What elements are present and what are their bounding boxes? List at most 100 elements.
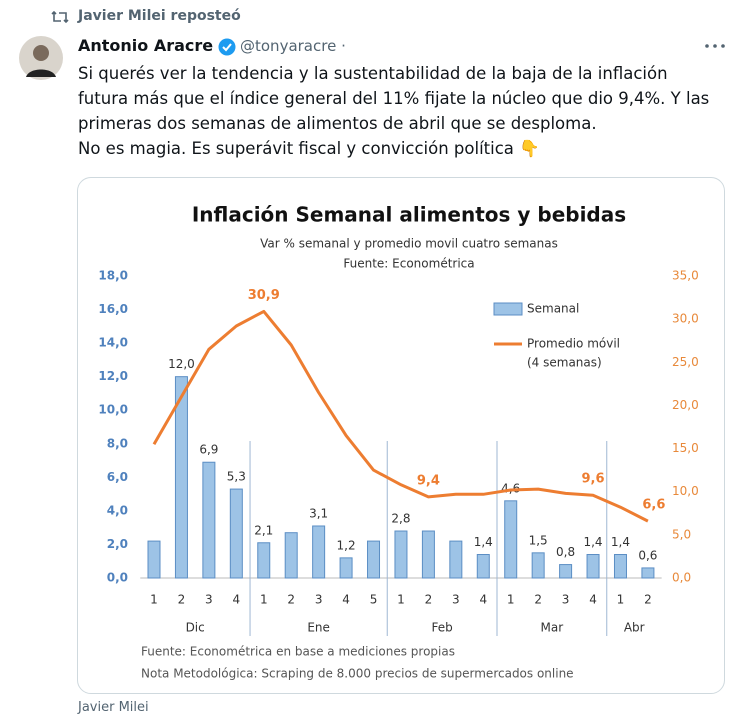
y2-tick-label: 25,0 (672, 355, 699, 369)
chart-note: Fuente: Econométrica en base a medicione… (141, 645, 455, 659)
chart-note: Nota Metodológica: Scraping de 8.000 pre… (141, 667, 574, 681)
legend-swatch (493, 302, 523, 316)
bar (312, 525, 326, 579)
chart-subtitle: Var % semanal y promedio movil cuatro se… (260, 237, 558, 251)
value-label: 1,2 (337, 538, 356, 552)
x-tick-label: 1 (260, 593, 268, 607)
x-tick-label: 4 (479, 593, 487, 607)
image-credit: Javier Milei (78, 700, 149, 715)
bar (504, 500, 518, 579)
bar (229, 488, 243, 579)
legend-label: Promedio móvil (527, 337, 620, 351)
bar (339, 557, 353, 579)
y2-tick-label: 10,0 (672, 484, 699, 498)
group-label: Feb (431, 621, 452, 635)
y-tick-label: 12,0 (98, 369, 128, 383)
legend-label: Semanal (527, 302, 579, 316)
separator: · (341, 37, 346, 55)
y-tick-label: 6,0 (107, 470, 128, 484)
x-tick-label: 2 (644, 593, 652, 607)
tweet-text: futura más que el índice general del 11%… (78, 89, 710, 108)
author-handle[interactable]: @tonyaracre · (240, 37, 346, 55)
group-label: Mar (541, 621, 564, 635)
x-tick-label: 1 (150, 593, 158, 607)
x-tick-label: 4 (232, 593, 240, 607)
x-tick-label: 3 (205, 593, 213, 607)
chart-image[interactable]: Inflación Semanal alimentos y bebidas Va… (77, 177, 725, 694)
x-tick-label: 3 (562, 593, 570, 607)
bar (559, 564, 573, 579)
bar (174, 376, 188, 579)
bar (284, 532, 298, 579)
x-tick-label: 2 (534, 593, 542, 607)
x-tick-label: 5 (370, 593, 378, 607)
tweet-text: No es magia. Es superávit fiscal y convi… (78, 139, 540, 158)
value-label: 30,9 (248, 288, 280, 303)
value-label: 1,4 (474, 535, 493, 549)
bar (449, 540, 463, 579)
value-label: 1,4 (583, 535, 602, 549)
y2-tick-label: 30,0 (672, 312, 699, 326)
value-label: 1,4 (611, 535, 630, 549)
bar (641, 567, 655, 579)
y-tick-label: 4,0 (107, 503, 128, 517)
x-tick-label: 1 (507, 593, 515, 607)
chart: Inflación Semanal alimentos y bebidas Va… (98, 203, 699, 681)
x-tick-label: 3 (452, 593, 460, 607)
x-tick-label: 2 (287, 593, 295, 607)
y2-tick-label: 5,0 (672, 527, 691, 541)
y-tick-label: 8,0 (107, 436, 128, 450)
value-label: 5,3 (227, 470, 246, 484)
bar (257, 542, 271, 579)
chart-title: Inflación Semanal alimentos y bebidas (192, 203, 626, 227)
bar (476, 554, 490, 579)
bar (421, 530, 435, 579)
avatar[interactable] (18, 35, 64, 81)
value-label: 0,6 (638, 548, 657, 562)
value-label: 12,0 (168, 357, 195, 371)
value-label: 6,9 (199, 443, 218, 457)
bar (367, 540, 381, 579)
handle[interactable]: @tonyaracre (240, 37, 337, 55)
tweet-text: primeras dos semanas de alimentos de abr… (78, 114, 597, 133)
group-label: Abr (624, 621, 645, 635)
tweet-text: Si querés ver la tendencia y la sustenta… (78, 64, 668, 83)
more-menu[interactable] (704, 42, 726, 50)
y-tick-label: 16,0 (98, 302, 128, 316)
x-tick-label: 1 (617, 593, 625, 607)
x-tick-label: 2 (178, 593, 186, 607)
value-label: 6,6 (642, 498, 665, 513)
bar (394, 530, 408, 579)
bar (531, 552, 545, 579)
value-label: 0,8 (556, 545, 575, 559)
y2-tick-label: 20,0 (672, 398, 699, 412)
x-tick-label: 2 (425, 593, 433, 607)
x-tick-label: 1 (397, 593, 405, 607)
y2-tick-label: 15,0 (672, 441, 699, 455)
y2-tick-label: 35,0 (672, 269, 699, 283)
value-label: 3,1 (309, 506, 328, 520)
chart-subtitle: Fuente: Econométrica (343, 257, 474, 271)
y2-tick-label: 0,0 (672, 571, 691, 585)
legend-label: (4 semanas) (527, 356, 602, 370)
value-label: 9,4 (417, 473, 440, 488)
bar (586, 554, 600, 579)
line (152, 309, 649, 523)
x-tick-label: 4 (589, 593, 597, 607)
value-label: 2,8 (391, 512, 410, 526)
y-tick-label: 14,0 (98, 336, 128, 350)
value-label: 9,6 (582, 472, 605, 487)
value-label: 2,1 (254, 523, 273, 537)
y-tick-label: 0,0 (107, 571, 128, 585)
bar (147, 540, 161, 579)
repost-label: Javier Milei reposteó (78, 8, 241, 24)
repost-icon (51, 10, 69, 24)
verified-badge (218, 38, 236, 56)
y-tick-label: 2,0 (107, 537, 128, 551)
group-label: Dic (186, 621, 205, 635)
y-tick-label: 10,0 (98, 403, 128, 417)
bar (613, 554, 627, 579)
x-tick-label: 3 (315, 593, 323, 607)
author-name[interactable]: Antonio Aracre (78, 36, 214, 55)
